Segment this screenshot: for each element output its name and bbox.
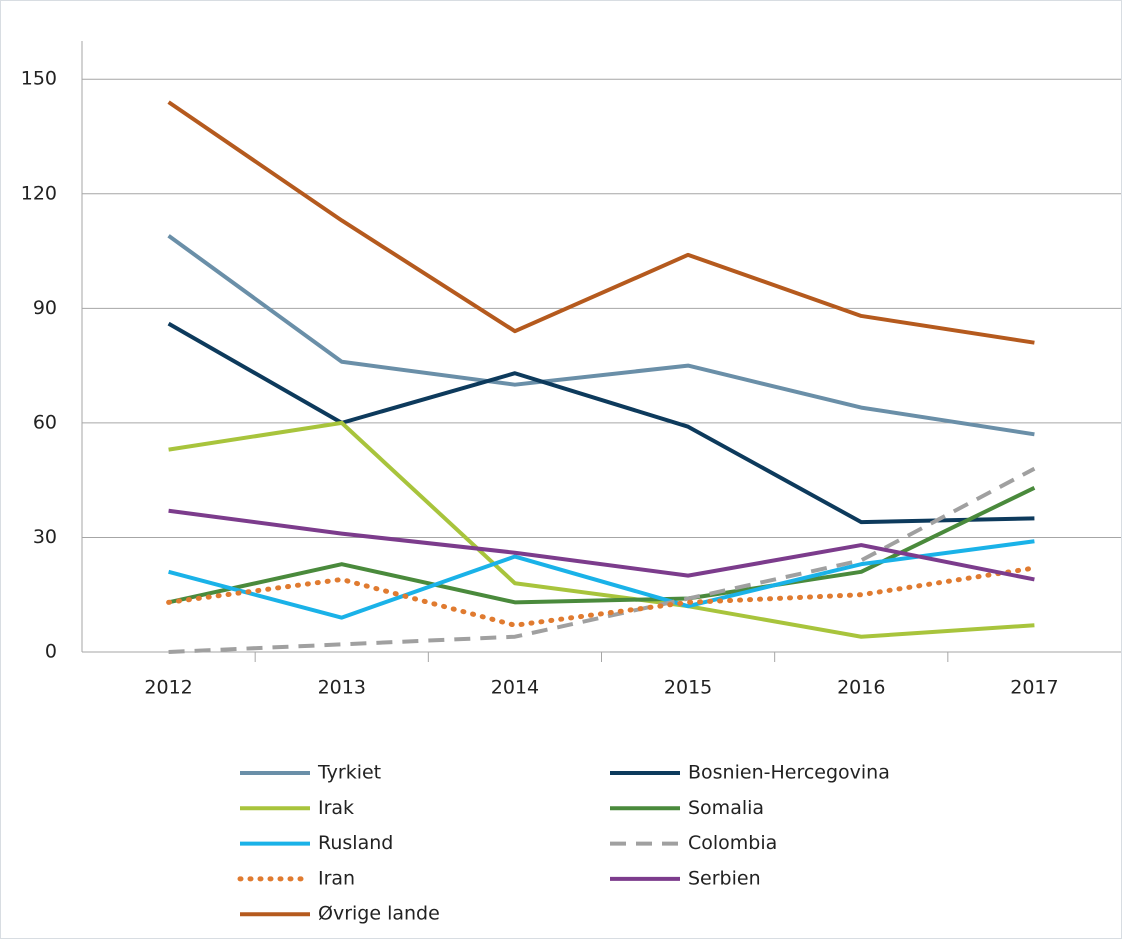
x-tick-label: 2017 xyxy=(1010,677,1058,699)
y-tick-label: 0 xyxy=(45,641,57,663)
y-tick-label: 150 xyxy=(21,68,57,90)
x-tick-label: 2015 xyxy=(664,677,712,699)
legend-label: Colombia xyxy=(688,832,777,854)
y-tick-label: 60 xyxy=(33,411,57,433)
series-line xyxy=(168,466,1036,654)
x-tick-label: 2012 xyxy=(144,677,192,699)
series-line xyxy=(168,508,1035,582)
series-line xyxy=(167,321,1035,525)
x-tick-label: 2016 xyxy=(837,677,885,699)
legend-label: Somalia xyxy=(688,797,764,819)
legend-label: Irak xyxy=(318,797,354,819)
series-line xyxy=(167,234,1035,437)
series-line xyxy=(168,539,1035,620)
series-line xyxy=(166,565,1037,628)
legend-label: Bosnien-Hercegovina xyxy=(688,762,890,784)
y-tick-label: 30 xyxy=(33,526,57,548)
series-line xyxy=(168,485,1036,605)
y-tick-label: 120 xyxy=(21,182,57,204)
x-tick-label: 2013 xyxy=(318,677,366,699)
legend-label: Serbien xyxy=(688,867,761,889)
x-tick-label: 2014 xyxy=(491,677,539,699)
legend-label: Øvrige lande xyxy=(318,903,440,925)
legend-label: Tyrkiet xyxy=(317,762,381,784)
series-line xyxy=(168,420,1035,639)
legend-label: Iran xyxy=(318,867,355,889)
y-tick-label: 90 xyxy=(33,297,57,319)
series-line xyxy=(167,100,1035,345)
legend-label: Rusland xyxy=(318,832,393,854)
